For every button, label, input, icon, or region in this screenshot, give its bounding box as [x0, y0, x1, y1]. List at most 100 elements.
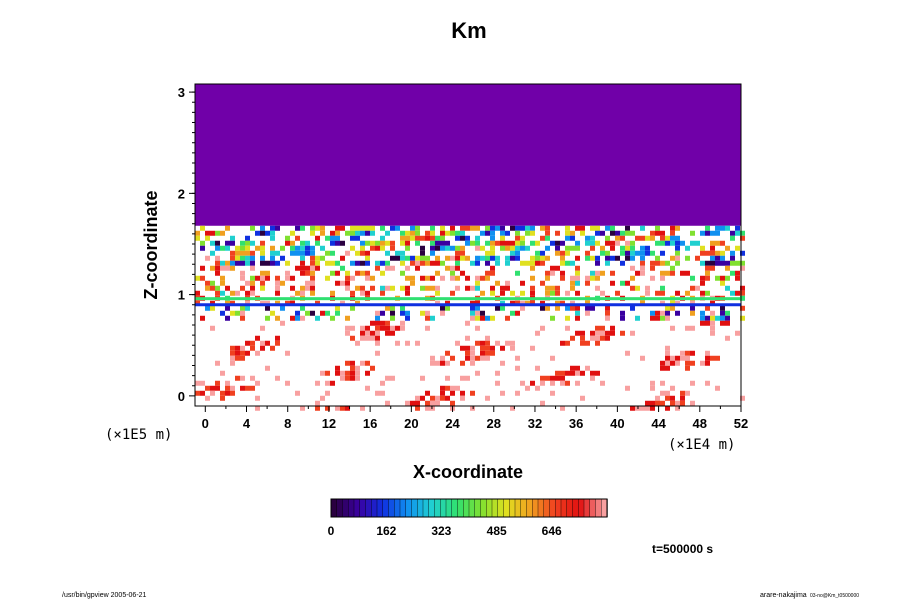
x-tick-label: 36	[569, 416, 583, 431]
colorbar-segment	[583, 498, 591, 518]
field-cell	[375, 245, 380, 251]
field-cell	[230, 390, 235, 396]
field-cell	[470, 315, 475, 321]
field-cell	[720, 240, 725, 246]
field-cell	[720, 280, 725, 286]
field-cell	[245, 250, 250, 256]
field-cell	[230, 355, 235, 361]
field-cell	[335, 225, 340, 231]
field-cell	[740, 295, 745, 301]
field-cell	[435, 360, 440, 366]
field-cell	[570, 335, 575, 341]
field-cell	[390, 240, 395, 246]
x-tick-label: 52	[734, 416, 748, 431]
field-cell	[430, 225, 435, 231]
field-cell	[740, 235, 745, 241]
field-cell	[535, 250, 540, 256]
field-cell	[700, 360, 705, 366]
field-cell	[420, 310, 425, 316]
x-tick-label: 0	[202, 416, 209, 431]
colorbar-ticks: 0 162 323 485 646	[328, 524, 562, 538]
field-cell	[530, 225, 535, 231]
field-cell	[350, 360, 355, 366]
field-cell	[700, 280, 705, 286]
field-cell	[290, 245, 295, 251]
field-cell	[590, 375, 595, 381]
field-cell	[710, 250, 715, 256]
field-cell	[660, 250, 665, 256]
field-cell	[500, 290, 505, 296]
field-cell	[495, 240, 500, 246]
field-cell	[195, 380, 200, 386]
field-cell	[665, 270, 670, 276]
field-cell	[640, 405, 645, 411]
field-cell	[450, 290, 455, 296]
field-cell	[335, 235, 340, 241]
field-cell	[640, 260, 645, 266]
field-cell	[475, 260, 480, 266]
field-cell	[490, 255, 495, 261]
field-cell	[240, 275, 245, 281]
field-cell	[620, 330, 625, 336]
field-cell	[660, 400, 665, 406]
field-cell	[685, 365, 690, 371]
field-cell	[485, 240, 490, 246]
field-cell	[740, 230, 745, 236]
field-cell	[730, 235, 735, 241]
field-cell	[330, 315, 335, 321]
field-cell	[605, 310, 610, 316]
colorbar-segment	[549, 498, 556, 518]
footer-right-main: arare-nakajima	[760, 592, 807, 599]
field-cell	[365, 270, 370, 276]
field-cell	[410, 230, 415, 236]
field-cell	[560, 380, 565, 386]
field-cell	[490, 250, 495, 256]
field-cell	[540, 380, 545, 386]
field-cell	[565, 325, 570, 331]
field-cell	[620, 310, 625, 316]
field-cell	[280, 320, 285, 326]
field-cell	[295, 310, 300, 316]
field-cell	[220, 275, 225, 281]
colorbar-tick-label: 323	[431, 524, 451, 538]
field-cell	[205, 230, 210, 236]
field-cell	[465, 345, 470, 351]
field-cell	[665, 395, 670, 401]
field-cell	[535, 260, 540, 266]
field-cell	[385, 325, 390, 331]
field-cell	[675, 400, 680, 406]
field-cell	[205, 395, 210, 401]
field-cell	[575, 380, 580, 386]
field-cell	[230, 255, 235, 261]
field-cell	[365, 370, 370, 376]
x-tick-label: 44	[651, 416, 666, 431]
field-cell	[595, 285, 600, 291]
field-cell	[255, 335, 260, 341]
field-cell	[400, 260, 405, 266]
field-cell	[310, 250, 315, 256]
colorbar-segment	[411, 498, 418, 518]
field-cell	[260, 245, 265, 251]
field-cell	[330, 240, 335, 246]
field-cell	[510, 290, 515, 296]
field-cell	[345, 315, 350, 321]
field-cell	[615, 290, 620, 296]
field-cell	[595, 340, 600, 346]
field-cell	[735, 225, 740, 231]
field-cell	[275, 225, 280, 231]
field-cell	[505, 260, 510, 266]
field-cell	[730, 290, 735, 296]
field-cell	[705, 265, 710, 271]
field-cell	[450, 390, 455, 396]
field-cell	[705, 275, 710, 281]
field-cell	[245, 240, 250, 246]
field-cell	[675, 245, 680, 251]
field-cell	[640, 225, 645, 231]
colorbar-segment	[526, 498, 533, 518]
field-cell	[685, 255, 690, 261]
field-cell	[505, 285, 510, 291]
colorbar-segment	[520, 498, 528, 518]
field-cell	[610, 280, 615, 286]
field-cell	[685, 270, 690, 276]
field-cell	[230, 235, 235, 241]
